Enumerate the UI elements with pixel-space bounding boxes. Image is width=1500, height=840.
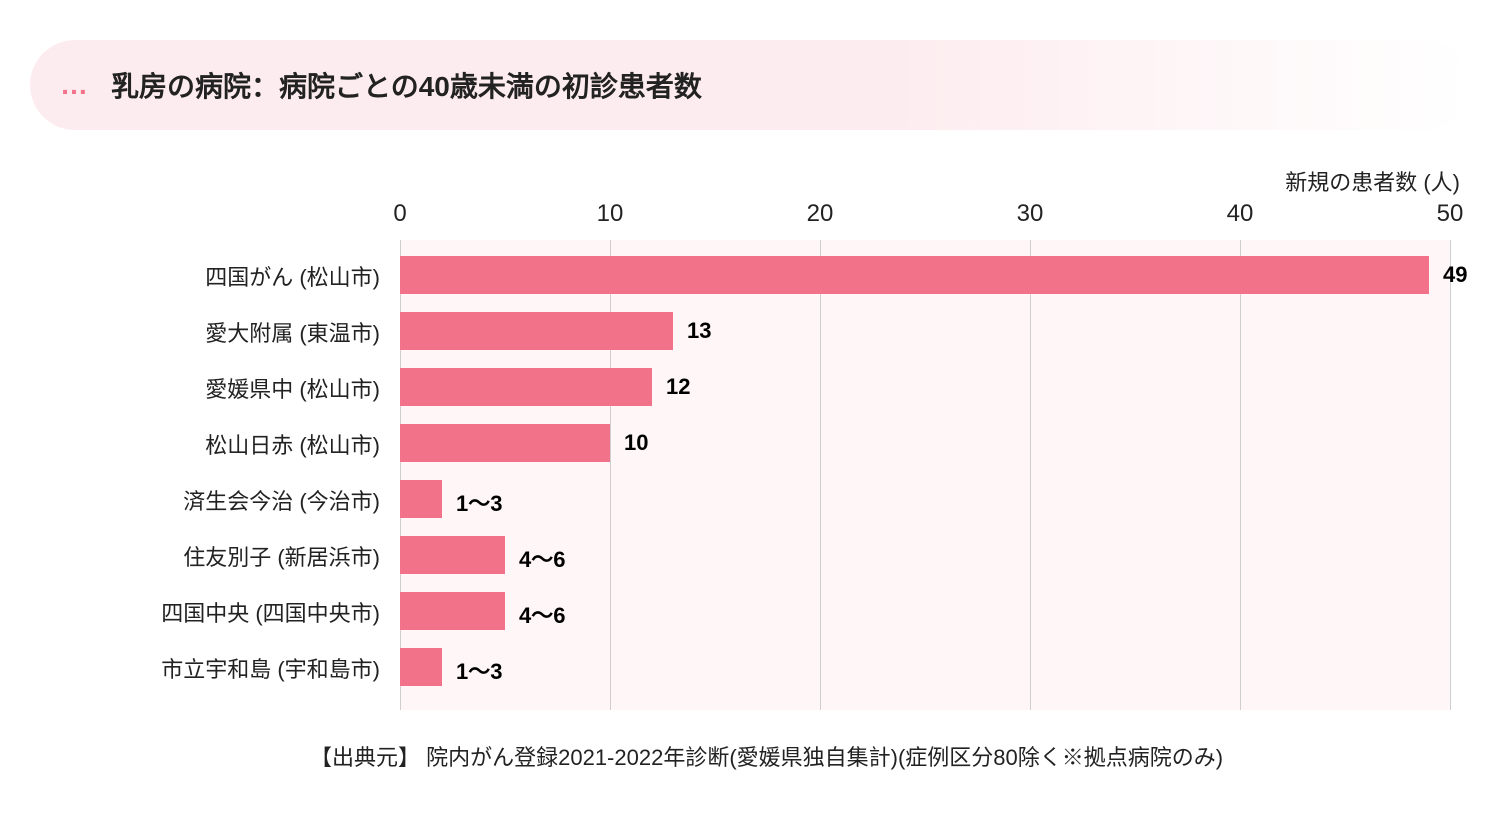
gridline bbox=[1030, 240, 1031, 710]
x-tick-label: 10 bbox=[597, 200, 624, 228]
category-label: 市立宇和島 (宇和島市) bbox=[0, 652, 380, 684]
category-label: 松山日赤 (松山市) bbox=[0, 428, 380, 460]
category-label: 愛媛県中 (松山市) bbox=[0, 372, 380, 404]
ellipsis-icon: … bbox=[60, 69, 91, 101]
category-label: 四国がん (松山市) bbox=[0, 260, 380, 292]
page-title: 乳房の病院：病院ごとの40歳未満の初診患者数 bbox=[111, 65, 702, 105]
source-citation: 【出典元】 院内がん登録2021-2022年診断(愛媛県独自集計)(症例区分80… bbox=[310, 740, 1223, 772]
value-label: 13 bbox=[687, 318, 711, 344]
x-axis-title: 新規の患者数 (人) bbox=[1285, 165, 1460, 197]
category-label: 愛大附属 (東温市) bbox=[0, 316, 380, 348]
bar bbox=[400, 368, 652, 406]
x-tick-label: 30 bbox=[1017, 200, 1044, 228]
chart: 491312101〜34〜64〜61〜3 bbox=[400, 240, 1450, 710]
x-tick-label: 40 bbox=[1227, 200, 1254, 228]
gridline bbox=[820, 240, 821, 710]
value-label: 1〜3 bbox=[456, 654, 502, 686]
bar bbox=[400, 480, 442, 518]
bar bbox=[400, 424, 610, 462]
gridline bbox=[610, 240, 611, 710]
gridline bbox=[1240, 240, 1241, 710]
category-label: 済生会今治 (今治市) bbox=[0, 484, 380, 516]
value-label: 12 bbox=[666, 374, 690, 400]
category-label: 住友別子 (新居浜市) bbox=[0, 540, 380, 572]
value-label: 1〜3 bbox=[456, 486, 502, 518]
bar bbox=[400, 256, 1429, 294]
category-label: 四国中央 (四国中央市) bbox=[0, 596, 380, 628]
value-label: 4〜6 bbox=[519, 542, 565, 574]
gridline bbox=[1450, 240, 1451, 710]
bar bbox=[400, 648, 442, 686]
gridline bbox=[400, 240, 401, 710]
x-tick-label: 0 bbox=[393, 200, 406, 228]
bar bbox=[400, 536, 505, 574]
x-tick-label: 20 bbox=[807, 200, 834, 228]
value-label: 4〜6 bbox=[519, 598, 565, 630]
bar bbox=[400, 592, 505, 630]
plot-background bbox=[400, 240, 1450, 710]
page: … 乳房の病院：病院ごとの40歳未満の初診患者数 新規の患者数 (人) 49 13… bbox=[0, 0, 1500, 840]
title-bar: … 乳房の病院：病院ごとの40歳未満の初診患者数 bbox=[30, 40, 1470, 130]
value-label: 49 bbox=[1443, 262, 1467, 288]
value-label: 10 bbox=[624, 430, 648, 456]
bar bbox=[400, 312, 673, 350]
x-tick-label: 50 bbox=[1437, 200, 1464, 228]
